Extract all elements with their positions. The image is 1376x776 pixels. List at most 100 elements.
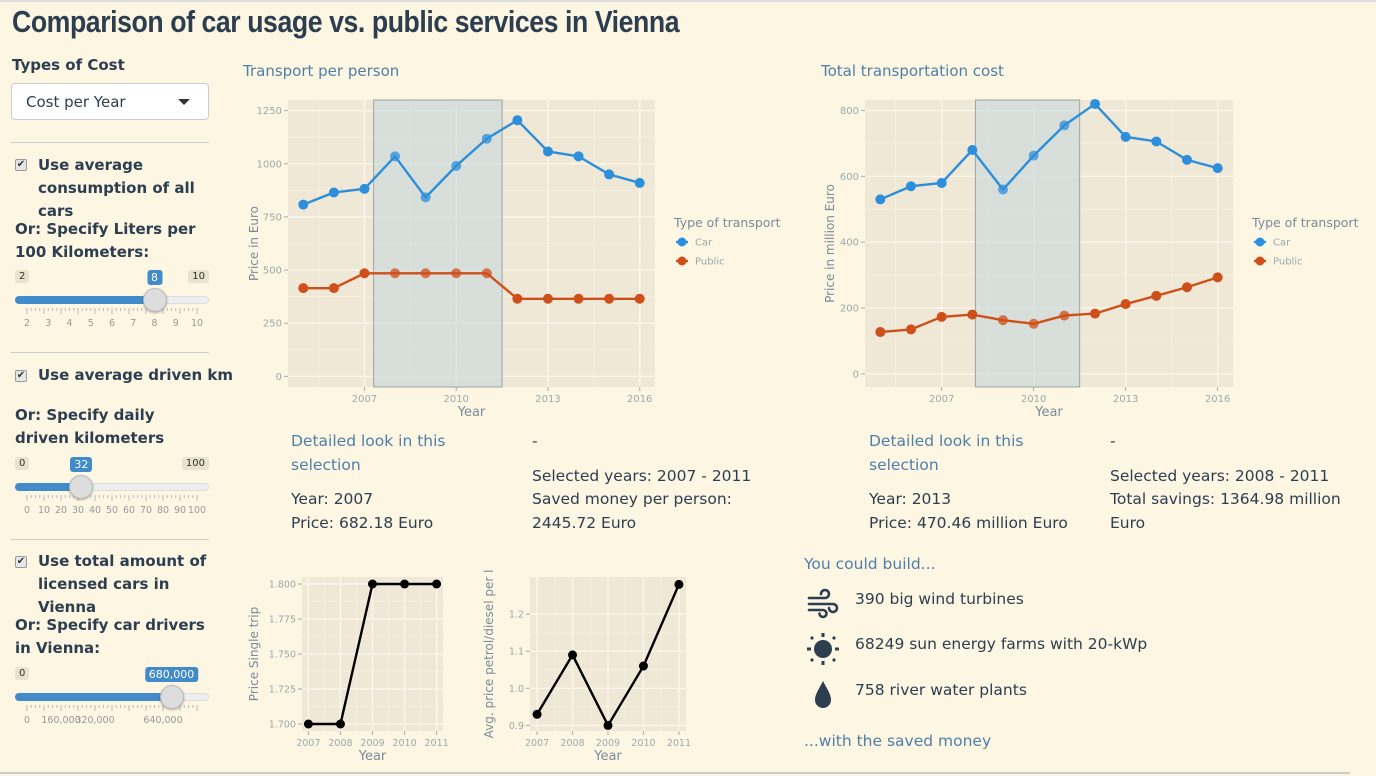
saved-money: Saved money per person: 2445.72 Euro	[532, 490, 732, 532]
x-axis-label: Year	[1034, 405, 1063, 420]
data-point	[359, 268, 370, 279]
y-tick-label: 600	[840, 172, 859, 183]
page-title: Comparison of car usage vs. public servi…	[12, 4, 680, 39]
y-tick-label: 1000	[257, 159, 282, 170]
x-tick-label: 2013	[535, 394, 560, 405]
detail-heading: Detailed look in this selection	[869, 432, 1024, 474]
liters-label: Or: Specify Liters per 100 Kilometers:	[15, 220, 196, 261]
x-tick-label: 2007	[929, 394, 954, 405]
slider-handle[interactable]	[69, 475, 94, 499]
data-point	[390, 151, 401, 162]
y-tick-label: 800	[840, 106, 859, 117]
slider-tick-label: 30	[71, 505, 85, 516]
data-point	[573, 151, 584, 162]
data-point	[420, 268, 431, 279]
avg-consumption-checkbox[interactable]: ✔	[15, 159, 27, 171]
x-axis-label: Year	[593, 749, 622, 764]
data-point	[390, 268, 401, 279]
slider-max-label: 100	[181, 457, 209, 470]
data-point	[604, 169, 615, 180]
x-tick-label: 2009	[360, 738, 384, 749]
series-line-public	[303, 272, 640, 300]
detail-price: Price: 470.46 million Euro	[869, 514, 1068, 532]
y-tick-label: 250	[263, 319, 282, 330]
y-tick-label: 0.9	[509, 721, 524, 732]
slider-tick-label: 90	[173, 505, 187, 516]
km-slider[interactable]: 0 100 0 10 20 30 40 50 60 70 80 90 100 32	[15, 457, 209, 519]
data-point	[603, 720, 613, 730]
x-tick-label: 2010	[1021, 394, 1046, 405]
slider-handle[interactable]	[142, 288, 167, 312]
total-cost-chart[interactable]: 0 200 400 600 800 2007 2010 2013 2016 Year Price i…	[810, 90, 1376, 420]
data-point	[298, 283, 309, 294]
slider-max-label: 10	[188, 270, 209, 283]
data-point	[674, 579, 684, 589]
data-point	[604, 293, 615, 304]
x-tick-label: 2009	[596, 738, 620, 749]
price-single-trip-chart: 1.700 1.725 1.750 1.775 1.800 2007 2008 2009 201…	[247, 577, 449, 764]
data-point	[568, 650, 578, 660]
data-point	[1120, 299, 1131, 310]
slider-tick-label: 50	[105, 505, 119, 516]
liters-slider[interactable]: 2 10 2 3 4 5 6 7 8 9 10 8	[15, 270, 209, 332]
slider-tick-label: 320,000	[75, 715, 115, 726]
legend-key-point	[1255, 256, 1265, 266]
slider-tick-label: 0	[23, 505, 31, 516]
x-tick-label: 2010	[631, 738, 655, 749]
slider-tick-label: 4	[66, 318, 73, 329]
slider-min-label: 2	[15, 270, 30, 283]
avg-km-checkbox[interactable]: ✔	[15, 370, 27, 382]
y-tick-label: 0	[276, 372, 282, 383]
y-tick-label: 400	[840, 238, 859, 249]
chevron-down-icon	[178, 99, 190, 105]
data-point	[400, 579, 410, 589]
data-point	[542, 146, 553, 157]
slider-tick-label: 8	[151, 318, 158, 329]
x-tick-label: 2008	[328, 738, 352, 749]
data-point	[1028, 150, 1039, 161]
km-label: Or: Specify daily driven kilometers	[15, 406, 165, 447]
data-point	[1212, 272, 1223, 283]
transport-per-person-title: Transport per person	[243, 62, 400, 80]
licensed-cars-checkbox[interactable]: ✔	[15, 556, 27, 568]
selected-years: Selected years: 2007 - 2011	[532, 467, 752, 485]
slider-tick-label: 640,000	[143, 715, 183, 726]
data-point	[875, 194, 886, 205]
y-tick-label: 1.1	[509, 647, 524, 658]
data-point	[512, 115, 523, 126]
transport-per-person-chart[interactable]: 0 250 500 750 1000 1250 2007 2010 2013 2016 Year Pr…	[240, 90, 785, 420]
slider-tick-label: 2	[23, 318, 31, 329]
divider	[11, 352, 209, 353]
cost-type-value: Cost per Year	[26, 93, 126, 111]
x-tick-label: 2007	[296, 738, 320, 749]
y-axis-label: Avg. price petrol/diesel per l	[482, 570, 496, 739]
slider-min-label: 0	[15, 457, 30, 470]
legend-title: Type of transport	[1251, 215, 1359, 230]
data-point	[998, 315, 1008, 326]
data-point	[1182, 154, 1192, 165]
series-line-public	[880, 276, 1219, 334]
cost-type-select[interactable]: Cost per Year	[11, 83, 209, 120]
slider-tick-label: 7	[130, 318, 137, 329]
build-item: 758 river water plants	[855, 681, 1027, 699]
data-point	[481, 268, 492, 279]
dash: -	[532, 432, 538, 450]
data-point	[1028, 318, 1039, 329]
data-point	[368, 579, 377, 589]
slider-tick-label: 5	[87, 318, 94, 329]
divider	[11, 539, 209, 540]
legend-key-point	[677, 237, 687, 247]
slider-tick-label: 10	[190, 318, 204, 329]
data-point	[936, 177, 947, 188]
legend-label: Car	[1273, 238, 1291, 249]
petrol-price-chart: 0.9 1.0 1.1 1.2 2007 2008 2009 2010 2011 Year Avg.…	[482, 570, 691, 764]
data-point	[542, 293, 553, 304]
x-axis-label: Year	[457, 405, 486, 420]
x-tick-label: 2011	[424, 738, 448, 749]
x-tick-label: 2016	[627, 394, 652, 405]
drivers-slider[interactable]: 0 0 160,000 320,000 640,000 680,000	[15, 667, 209, 729]
slider-handle[interactable]	[159, 685, 184, 709]
top-border	[0, 0, 1376, 2]
data-point	[875, 327, 886, 338]
data-point	[420, 192, 431, 203]
